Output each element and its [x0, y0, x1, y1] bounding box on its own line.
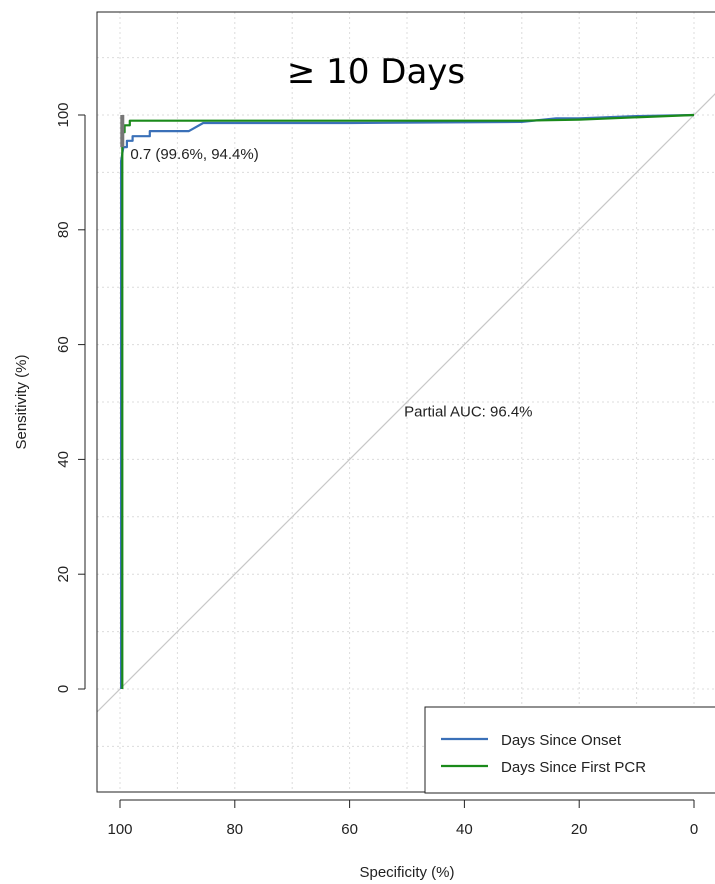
reference-diagonal-line: [96, 93, 715, 713]
legend-label-days-since-first-pcr: Days Since First PCR: [501, 759, 646, 776]
plot-frame: [96, 11, 715, 793]
grid-lines: [97, 12, 715, 792]
y-axis: 0 20 40 60 80 100: [55, 102, 86, 693]
y-tick-label: 20: [55, 566, 72, 583]
series-line-days-since-onset: [120, 113, 695, 689]
y-axis-title: Sensitivity (%): [13, 354, 30, 449]
x-tick-label: 80: [226, 821, 243, 838]
legend: Days Since Onset Days Since First PCR: [424, 706, 715, 794]
y-tick-label: 40: [55, 451, 72, 468]
y-tick-label: 100: [55, 102, 72, 127]
x-axis-title: Specificity (%): [359, 864, 454, 881]
y-tick-label: 80: [55, 221, 72, 238]
y-tick-label: 60: [55, 336, 72, 353]
legend-box: [424, 706, 715, 794]
x-tick-label: 60: [341, 821, 358, 838]
partial-auc-annotation: Partial AUC: 96.4%: [404, 403, 532, 420]
x-tick-label: 40: [456, 821, 473, 838]
x-tick-label: 20: [571, 821, 588, 838]
threshold-annotation: 0.7 (99.6%, 94.4%): [130, 146, 258, 163]
x-tick-label: 100: [107, 821, 132, 838]
chart-title: ≥ 10 Days: [287, 52, 465, 92]
y-tick-label: 0: [55, 685, 72, 693]
legend-label-days-since-onset: Days Since Onset: [501, 732, 622, 749]
x-tick-label: 0: [690, 821, 698, 838]
x-axis: 100 80 60 40 20 0: [107, 799, 698, 838]
